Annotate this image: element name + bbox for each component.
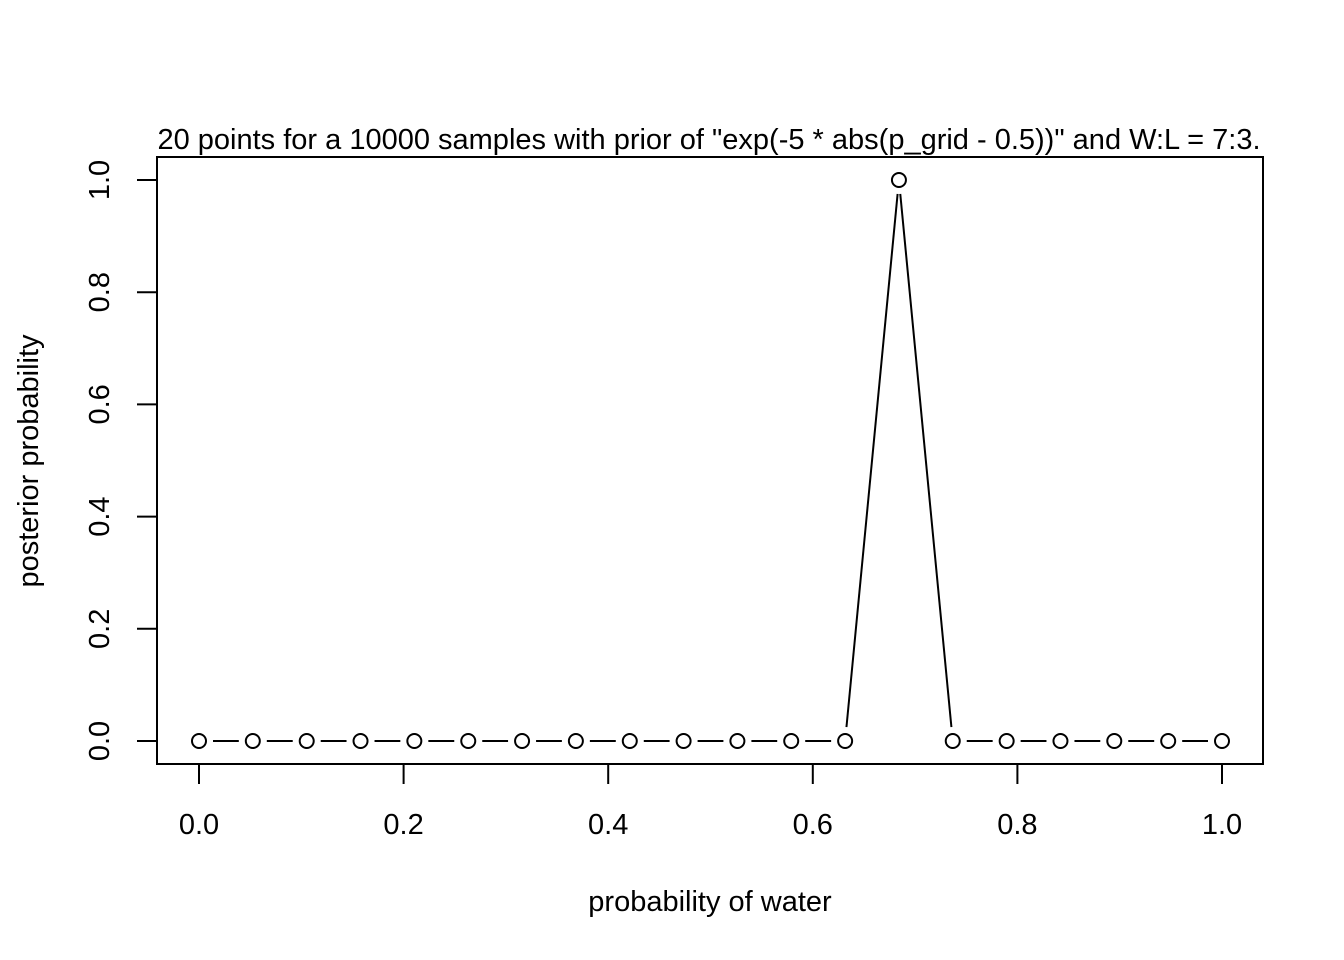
data-point bbox=[1052, 733, 1069, 749]
data-point bbox=[1160, 733, 1177, 749]
y-axis: 0.0 0.2 0.4 0.6 0.8 1.0 bbox=[84, 160, 158, 761]
data-point bbox=[675, 733, 692, 749]
data-point bbox=[244, 733, 261, 749]
plot-frame bbox=[156, 156, 1264, 765]
data-point bbox=[998, 733, 1015, 749]
data-point bbox=[460, 733, 477, 749]
y-tick-label: 0.4 bbox=[84, 496, 116, 536]
y-tick-label: 1.0 bbox=[84, 160, 116, 200]
chart-title: 20 points for a 10000 samples with prior… bbox=[157, 124, 1260, 156]
series-posterior bbox=[191, 172, 1230, 749]
x-tick-label: 0.0 bbox=[179, 809, 219, 841]
data-point bbox=[837, 733, 854, 749]
y-axis-label: posterior probability bbox=[13, 334, 45, 588]
series-segment bbox=[899, 193, 953, 728]
x-tick-label: 0.2 bbox=[383, 809, 423, 841]
data-point bbox=[944, 733, 961, 749]
x-axis: 0.0 0.2 0.4 0.6 0.8 1.0 bbox=[179, 763, 1242, 841]
x-tick-label: 1.0 bbox=[1202, 809, 1242, 841]
data-point bbox=[298, 733, 315, 749]
data-point bbox=[729, 733, 746, 749]
data-point bbox=[621, 733, 638, 749]
data-point bbox=[514, 733, 531, 749]
x-tick-label: 0.8 bbox=[997, 809, 1037, 841]
data-point bbox=[406, 733, 423, 749]
y-tick-label: 0.8 bbox=[84, 272, 116, 312]
data-point bbox=[352, 733, 369, 749]
series-segment bbox=[845, 193, 899, 728]
data-point bbox=[783, 733, 800, 749]
y-tick-label: 0.2 bbox=[84, 609, 116, 649]
data-point bbox=[1214, 733, 1230, 749]
x-tick-label: 0.6 bbox=[793, 809, 833, 841]
x-tick-label: 0.4 bbox=[588, 809, 628, 841]
y-tick-label: 0.0 bbox=[84, 721, 116, 761]
data-point bbox=[1106, 733, 1123, 749]
data-point bbox=[567, 733, 584, 749]
data-point bbox=[890, 172, 907, 188]
y-tick-label: 0.6 bbox=[84, 384, 116, 424]
data-point bbox=[191, 733, 207, 749]
x-axis-label: probability of water bbox=[588, 886, 832, 918]
